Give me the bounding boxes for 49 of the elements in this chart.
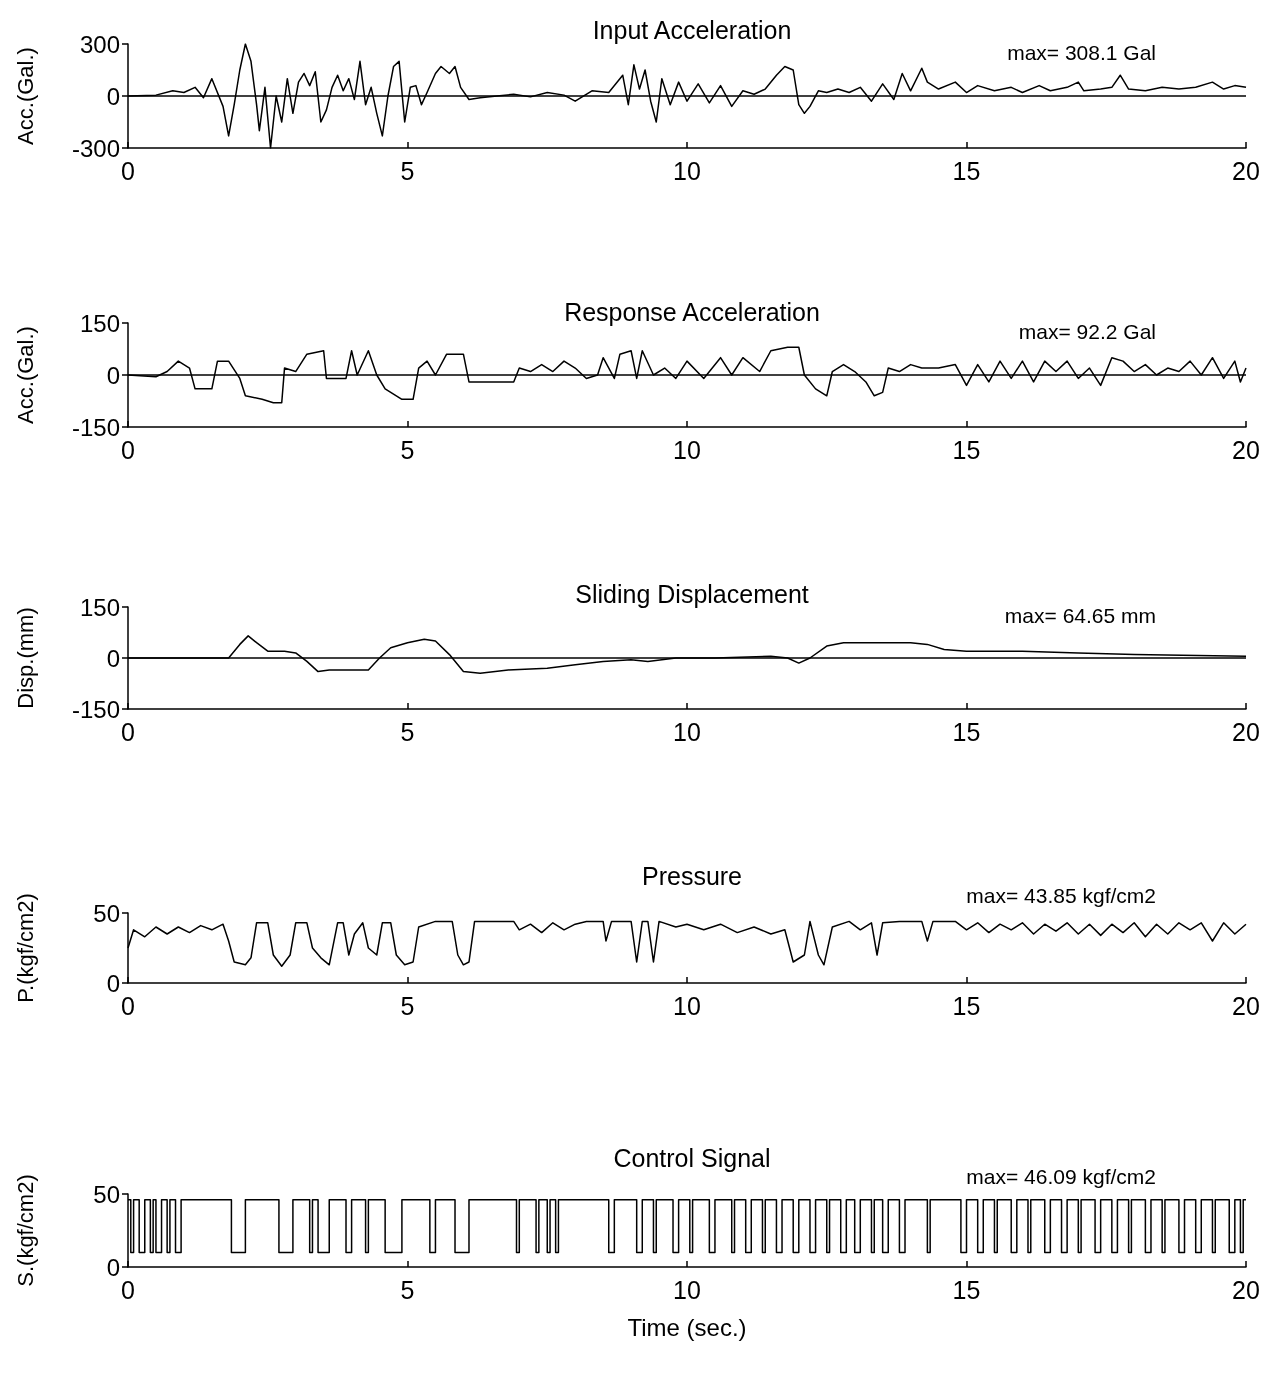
y-tick-label: -150	[71, 695, 120, 723]
y-axis-title: Acc.(Gal.)	[12, 326, 38, 424]
x-tick-label: 10	[673, 435, 701, 464]
y-tick-label: 0	[106, 644, 120, 672]
y-axis-title: Acc.(Gal.)	[12, 47, 38, 145]
x-tick-label: 5	[400, 435, 415, 464]
chart-title: Control Signal	[613, 1143, 771, 1172]
x-tick-label: 10	[673, 1275, 701, 1304]
y-tick-label: 0	[106, 82, 120, 110]
y-tick-label: 0	[106, 969, 120, 997]
x-tick-label: 15	[952, 1275, 981, 1304]
x-tick-label: 5	[400, 717, 415, 746]
x-tick-label: 15	[952, 156, 981, 185]
x-tick-label: 20	[1232, 717, 1260, 746]
x-tick-label: 15	[952, 435, 981, 464]
y-axis-title: Disp.(mm)	[12, 607, 38, 709]
y-tick-label: 50	[93, 899, 120, 927]
chart-title: Sliding Displacement	[575, 579, 809, 608]
y-axis-title: S.(kgf/cm2)	[12, 1174, 38, 1287]
x-tick-label: 10	[673, 156, 701, 185]
x-tick-label: 10	[673, 991, 701, 1020]
y-tick-label: 150	[79, 309, 120, 337]
chart-title: Response Acceleration	[564, 297, 820, 326]
y-axis-title: P.(kgf/cm2)	[12, 893, 38, 1003]
y-tick-label: 0	[106, 361, 120, 389]
x-tick-label: 15	[952, 991, 981, 1020]
x-axis-title: Time (sec.)	[627, 1313, 747, 1341]
text: max= 46.09 kgf/cm2	[966, 1165, 1157, 1188]
x-tick-label: 20	[1232, 991, 1260, 1020]
chart-title: Input Acceleration	[592, 15, 792, 44]
x-tick-label: 5	[400, 991, 415, 1020]
x-tick-label: 5	[400, 1275, 415, 1304]
y-tick-label: 300	[79, 30, 120, 58]
y-tick-label: -300	[71, 134, 120, 162]
annotation: max= 64.65 mm	[1004, 604, 1157, 627]
x-tick-label: 10	[673, 717, 701, 746]
y-tick-label: -150	[71, 413, 120, 441]
y-tick-label: 0	[106, 1253, 120, 1281]
y-tick-label: 150	[79, 593, 120, 621]
y-tick-label: 50	[93, 1180, 120, 1208]
x-tick-label: 20	[1232, 435, 1260, 464]
annotation: max= 308.1 Gal	[1007, 41, 1157, 64]
x-tick-label: 15	[952, 717, 981, 746]
x-tick-label: 20	[1232, 156, 1260, 185]
x-tick-label: 20	[1232, 1275, 1260, 1304]
chart-title: Pressure	[641, 861, 743, 890]
x-tick-label: 5	[400, 156, 415, 185]
annotation: max= 92.2 Gal	[1018, 320, 1156, 343]
text: max= 43.85 kgf/cm2	[966, 884, 1157, 907]
